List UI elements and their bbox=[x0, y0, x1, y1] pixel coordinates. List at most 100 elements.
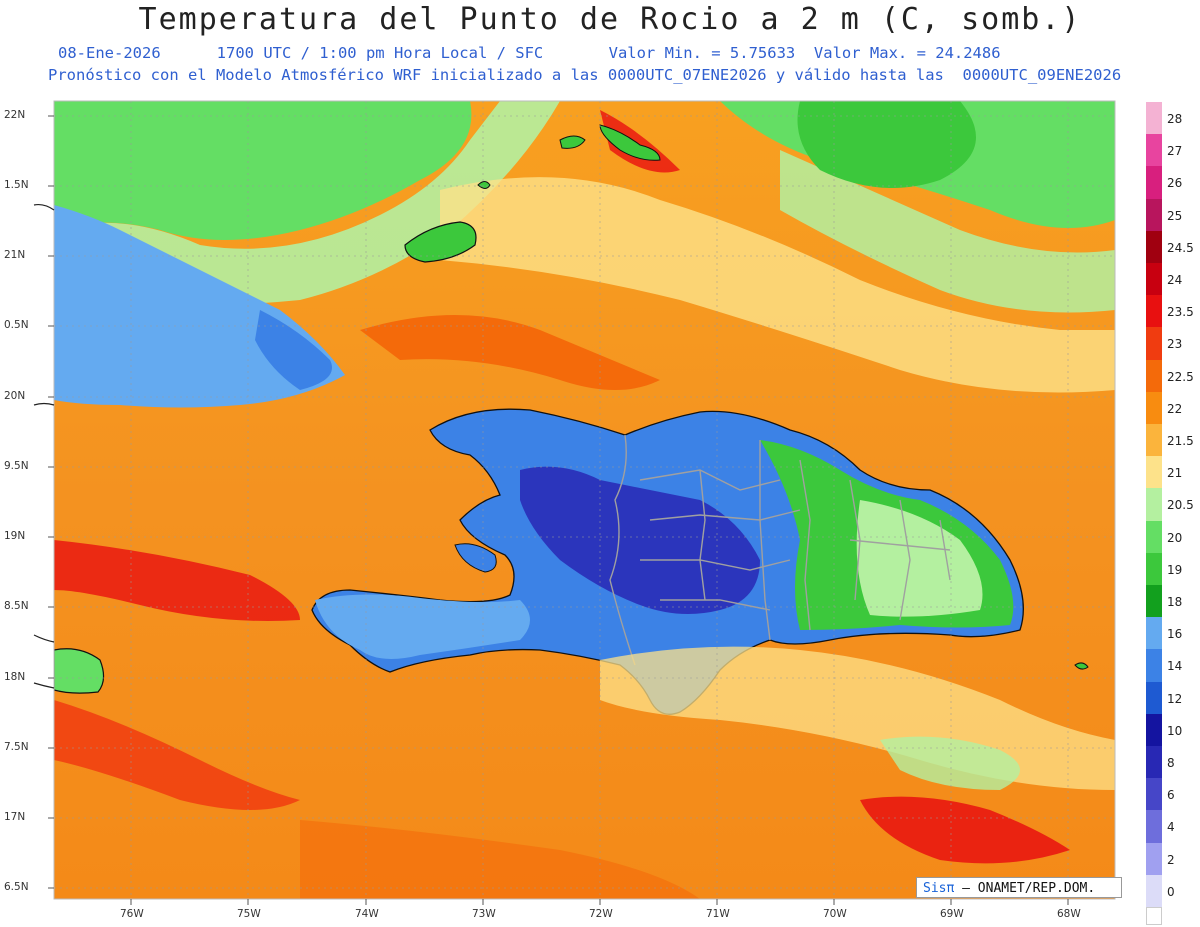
lon-label: 68W bbox=[1057, 908, 1081, 920]
colorbar-segment bbox=[1146, 456, 1162, 489]
colorbar-segment bbox=[1146, 713, 1162, 747]
colorbar-segment bbox=[1146, 585, 1162, 618]
mona-island bbox=[1074, 662, 1089, 670]
lat-label: 1.5N bbox=[4, 179, 29, 191]
lat-label: 22N bbox=[4, 109, 26, 121]
colorbar-tick-label: 24.5 bbox=[1167, 240, 1194, 255]
colorbar-segment bbox=[1146, 134, 1162, 167]
north-light-band bbox=[54, 101, 560, 305]
colorbar-segment bbox=[1146, 842, 1162, 876]
value-min: Valor Min. = 5.75633 bbox=[608, 44, 796, 62]
colorbar-tick-label: 20 bbox=[1167, 530, 1183, 545]
colorbar-segment bbox=[1146, 424, 1162, 457]
colorbar-tick-label: 4 bbox=[1167, 820, 1175, 835]
province-boundaries bbox=[609, 434, 951, 666]
caicos-island bbox=[599, 124, 661, 161]
south-red-streak-1 bbox=[54, 540, 300, 621]
lon-label: 73W bbox=[472, 908, 496, 920]
colorbar-tick-label: 16 bbox=[1167, 627, 1183, 642]
lon-label: 70W bbox=[823, 908, 847, 920]
colorbar-segment bbox=[1146, 166, 1162, 200]
colorbar-segment bbox=[1146, 520, 1162, 554]
colorbar-segment bbox=[1146, 681, 1162, 715]
subtitle-line-1: 08-Ene-2026 1700 UTC / 1:00 pm Hora Loca… bbox=[58, 44, 1001, 62]
colorbar-segment bbox=[1146, 263, 1162, 296]
hispaniola-southwest-peninsula bbox=[315, 594, 530, 659]
bahamas-island bbox=[404, 221, 477, 263]
colorbar-segment bbox=[1146, 230, 1162, 264]
colorbar-tick-label: 8 bbox=[1167, 756, 1175, 770]
value-max: Valor Max. = 24.2486 bbox=[813, 44, 1001, 62]
colorbar-segment bbox=[1146, 327, 1162, 361]
colorbar-segment bbox=[1146, 198, 1162, 232]
south-lightgreen-streak bbox=[880, 736, 1020, 790]
colorbar-tick-label: 20.5 bbox=[1167, 498, 1194, 513]
colorbar-segment bbox=[1146, 649, 1162, 683]
north-green-field bbox=[54, 101, 472, 240]
sis-logo-text: Sisπ bbox=[923, 881, 955, 896]
lat-label: 19N bbox=[4, 530, 26, 542]
colorbar-segment bbox=[1146, 552, 1162, 586]
colorbar-segment bbox=[1146, 359, 1162, 393]
colorbar-tick-label: 26 bbox=[1167, 176, 1183, 191]
forecast-time: 1700 UTC / 1:00 pm Hora Local / SFC bbox=[216, 44, 544, 62]
colorbar-tick-label: 25 bbox=[1167, 208, 1183, 223]
colorbar-tick-label: 10 bbox=[1167, 723, 1183, 738]
colorbar-segment bbox=[1146, 874, 1162, 908]
lat-label: 0.5N bbox=[4, 319, 29, 331]
colorbar-tick-label: 19 bbox=[1167, 562, 1183, 577]
colorbar-tick-label: 14 bbox=[1167, 659, 1183, 674]
colorbar-segment bbox=[1146, 295, 1162, 328]
lat-label: 9.5N bbox=[4, 460, 29, 472]
hispaniola-interior-dark bbox=[520, 466, 760, 614]
lat-label: 7.5N bbox=[4, 741, 29, 753]
lon-label: 75W bbox=[237, 908, 261, 920]
lat-label: 21N bbox=[4, 249, 26, 261]
lat-label: 6.5N bbox=[4, 881, 29, 893]
small-island-1 bbox=[477, 181, 491, 189]
colorbar-segment bbox=[1146, 617, 1162, 650]
lon-label: 69W bbox=[940, 908, 964, 920]
colorbar-tick-label: 27 bbox=[1167, 144, 1183, 159]
colorbar-tick-label: 21.5 bbox=[1167, 434, 1194, 448]
lon-label: 74W bbox=[355, 908, 379, 920]
colorbar-tick-label: 2 bbox=[1167, 852, 1175, 867]
colorbar-tick-label: 23.5 bbox=[1167, 305, 1194, 320]
credit-org: – ONAMET/REP.DOM. bbox=[962, 881, 1096, 896]
colorbar-segment bbox=[1146, 907, 1162, 925]
jamaica-island bbox=[54, 648, 105, 694]
axis-ticks bbox=[48, 115, 1069, 905]
colorbar-segment bbox=[1146, 391, 1162, 425]
gonave-island bbox=[454, 543, 497, 573]
outside-coast-marks bbox=[33, 203, 55, 689]
colorbar-tick-label: 22 bbox=[1167, 401, 1183, 416]
graticule bbox=[54, 101, 1115, 899]
forecast-date: 08-Ene-2026 bbox=[58, 44, 161, 62]
south-red-streak-2 bbox=[54, 700, 300, 810]
colorbar-tick-label: 21 bbox=[1167, 466, 1183, 481]
northeast-lightgreen bbox=[780, 150, 1115, 313]
model-info-line: Pronóstico con el Modelo Atmosférico WRF… bbox=[48, 66, 1122, 84]
colorbar-segment bbox=[1146, 810, 1162, 844]
colorbar-tick-label: 24 bbox=[1167, 273, 1183, 287]
north-orange-streak bbox=[360, 315, 660, 390]
colorbar-tick-label: 28 bbox=[1167, 112, 1183, 126]
map-title: Temperatura del Punto de Rocio a 2 m (C,… bbox=[138, 2, 1082, 37]
lat-label: 18N bbox=[4, 671, 26, 683]
lat-label: 20N bbox=[4, 390, 26, 402]
lat-label: 8.5N bbox=[4, 600, 29, 612]
lon-label: 76W bbox=[120, 908, 144, 920]
colorbar-tick-label: 6 bbox=[1167, 788, 1175, 803]
south-orange-dark bbox=[300, 820, 700, 899]
south-red-streak-3 bbox=[860, 796, 1070, 864]
colorbar-segment bbox=[1146, 102, 1162, 135]
colorbar-tick-label: 22.5 bbox=[1167, 369, 1194, 384]
colorbar-segment bbox=[1146, 488, 1162, 522]
yellow-band-north bbox=[440, 177, 1115, 393]
colorbar-segment bbox=[1146, 778, 1162, 811]
map-frame bbox=[53, 100, 1116, 900]
colorbar-tick-label: 0 bbox=[1167, 884, 1175, 899]
lon-label: 72W bbox=[589, 908, 613, 920]
colorbar-tick-label: 12 bbox=[1167, 691, 1183, 706]
